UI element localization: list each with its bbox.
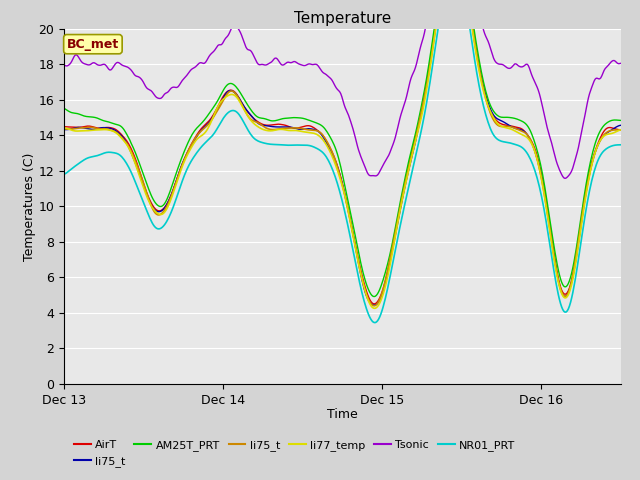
Title: Temperature: Temperature — [294, 11, 391, 26]
Legend: AirT, li75_t, AM25T_PRT, li75_t, li77_temp, Tsonic, NR01_PRT: AirT, li75_t, AM25T_PRT, li75_t, li77_te… — [70, 436, 520, 471]
Text: BC_met: BC_met — [67, 37, 119, 51]
Y-axis label: Temperatures (C): Temperatures (C) — [22, 152, 36, 261]
X-axis label: Time: Time — [327, 408, 358, 421]
